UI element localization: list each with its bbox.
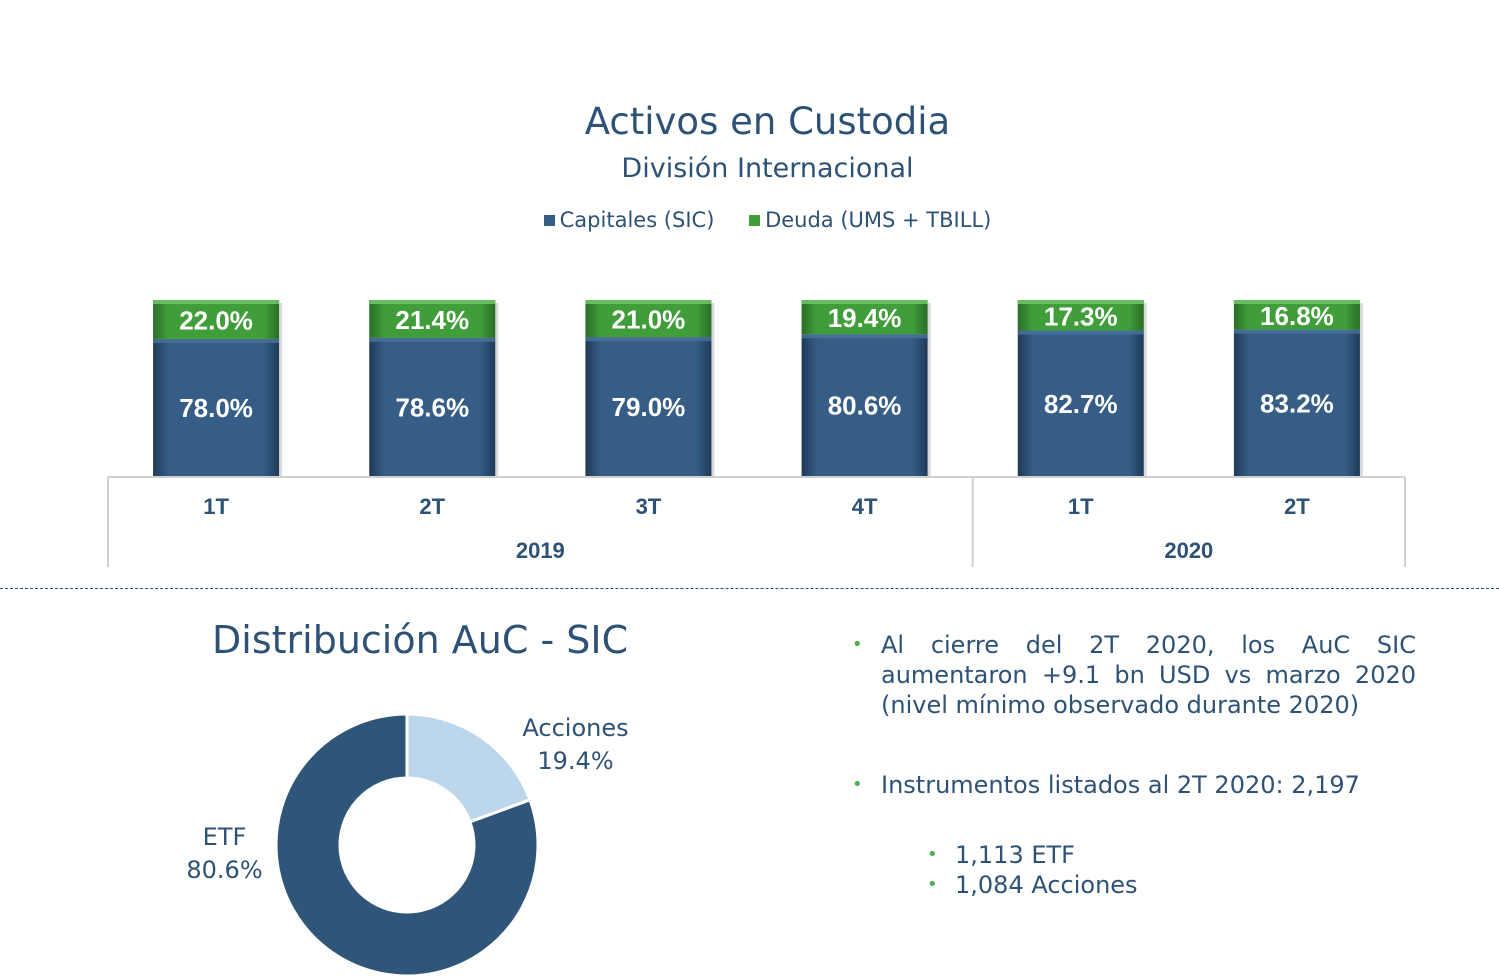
x-tick-label: 4T xyxy=(852,494,878,519)
bar-deuda xyxy=(153,300,280,339)
sub-bullet-text: 1,113 ETF xyxy=(955,841,1075,869)
donut-label-etf-name: ETF xyxy=(202,823,247,851)
data-label-capitales: 79.0% xyxy=(612,392,686,422)
data-label-deuda: 16.8% xyxy=(1260,301,1334,331)
chart-subtitle: División Internacional xyxy=(621,153,914,184)
bullet-dot: • xyxy=(852,634,863,655)
bar-capitales xyxy=(1233,329,1360,477)
x-tick-label: 2T xyxy=(1284,494,1310,519)
legend-item-deuda: Deuda (UMS + TBILL) xyxy=(749,208,991,232)
legend-swatch-deuda xyxy=(749,215,761,226)
x-tick-label: 1T xyxy=(1068,494,1094,519)
donut-label-acciones-name: Acciones xyxy=(522,714,629,742)
data-label-deuda: 17.3% xyxy=(1044,301,1118,331)
bar-deuda-bevel xyxy=(153,300,280,304)
legend-item-capitales: Capitales (SIC) xyxy=(543,208,715,232)
chart-legend: Capitales (SIC) Deuda (UMS + TBILL) xyxy=(0,208,1499,232)
bar-deuda xyxy=(585,300,712,338)
legend-label-capitales: Capitales (SIC) xyxy=(559,208,715,232)
donut-label-acciones-value: 19.4% xyxy=(537,747,614,775)
sub-bullet-item: • 1,084 Acciones xyxy=(927,870,1416,900)
bar-capitales xyxy=(801,334,928,477)
bar-deuda-bevel xyxy=(585,300,712,304)
chart-title: Activos en Custodia xyxy=(584,100,951,143)
bullet-dot: • xyxy=(927,844,938,865)
bar-deuda-bevel xyxy=(1233,300,1360,304)
bar-capitales-bevel xyxy=(1017,330,1144,335)
bar-deuda xyxy=(369,300,496,338)
donut-slice-etf xyxy=(274,712,540,978)
sub-bullet-text: 1,084 Acciones xyxy=(955,871,1138,899)
bar-deuda xyxy=(801,300,928,335)
bullet-dot: • xyxy=(852,774,863,795)
bar-capitales-bevel xyxy=(153,338,280,343)
x-tick-label: 3T xyxy=(636,494,662,519)
bullet-item: • Al cierre del 2T 2020, los AuC SIC aum… xyxy=(852,630,1416,720)
x-group-label: 2020 xyxy=(1164,538,1213,563)
legend-swatch-capitales xyxy=(543,215,555,226)
bar-capitales xyxy=(369,337,496,477)
data-label-capitales: 78.0% xyxy=(179,393,253,423)
donut-label-etf-value: 80.6% xyxy=(186,856,263,884)
donut-chart xyxy=(274,712,540,978)
data-label-deuda: 22.0% xyxy=(179,305,253,335)
data-label-capitales: 82.7% xyxy=(1044,389,1118,419)
data-label-capitales: 80.6% xyxy=(828,391,902,421)
bullet-text: Al cierre del 2T 2020, los AuC SIC aumen… xyxy=(881,631,1416,719)
stacked-bar-chart: 78.0% 22.0% 1T 78.6% 21.4% 2T 79.0% 21.0% 3T 80.6… xyxy=(107,300,1406,567)
bar-capitales xyxy=(153,338,280,477)
sub-bullet-item: • 1,113 ETF xyxy=(927,840,1416,870)
data-label-deuda: 21.4% xyxy=(395,305,469,335)
bar-capitales xyxy=(1017,330,1144,477)
bar-capitales-bevel xyxy=(369,337,496,342)
x-tick-label: 1T xyxy=(203,494,229,519)
x-group-label: 2019 xyxy=(516,538,565,563)
donut-label-acciones: Acciones 19.4% xyxy=(508,712,643,778)
donut-title: Distribución AuC - SIC xyxy=(212,618,629,662)
data-label-deuda: 19.4% xyxy=(828,303,902,333)
bullet-item: • Instrumentos listados al 2T 2020: 2,19… xyxy=(852,770,1416,800)
bullet-dot: • xyxy=(927,874,938,895)
legend-label-deuda: Deuda (UMS + TBILL) xyxy=(765,208,992,232)
x-tick-label: 2T xyxy=(419,494,445,519)
bullet-text: Instrumentos listados al 2T 2020: 2,197 xyxy=(881,771,1360,799)
section-divider xyxy=(0,588,1499,589)
donut-label-etf: ETF 80.6% xyxy=(172,821,277,887)
bar-deuda-bevel xyxy=(801,300,928,304)
bar-deuda xyxy=(1233,300,1360,330)
data-label-capitales: 83.2% xyxy=(1260,388,1334,418)
bar-capitales xyxy=(585,337,712,477)
bar-capitales-bevel xyxy=(801,334,928,339)
bar-capitales-bevel xyxy=(1233,329,1360,334)
bar-deuda-bevel xyxy=(369,300,496,304)
bar-deuda xyxy=(1017,300,1144,331)
bar-capitales-bevel xyxy=(585,337,712,342)
bullet-list: • Al cierre del 2T 2020, los AuC SIC aum… xyxy=(852,630,1416,900)
data-label-capitales: 78.6% xyxy=(395,392,469,422)
donut-slice-acciones xyxy=(405,712,532,824)
data-label-deuda: 21.0% xyxy=(612,305,686,335)
bar-deuda-bevel xyxy=(1017,300,1144,304)
